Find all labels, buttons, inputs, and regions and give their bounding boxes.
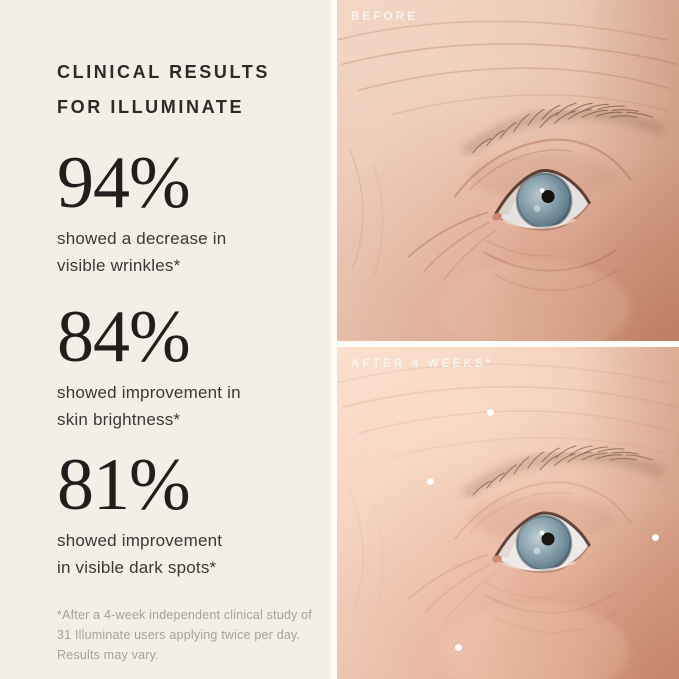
page-title-line1: CLINICAL RESULTS (57, 62, 270, 82)
stat-caption-wrinkles-line2: visible wrinkles* (57, 256, 181, 275)
before-photo: BEFORE (337, 0, 679, 341)
stat-caption-dark-spots-line1: showed improvement (57, 531, 223, 550)
stat-caption-wrinkles-line1: showed a decrease in (57, 229, 227, 248)
footnote-line1: *After a 4-week independent clinical stu… (57, 608, 312, 622)
marker-dot (652, 534, 659, 541)
stat-caption-brightness: showed improvement in skin brightness* (57, 379, 305, 433)
marker-dot (455, 644, 462, 651)
stat-caption-brightness-line2: skin brightness* (57, 410, 181, 429)
marker-dot (427, 478, 434, 485)
stat-caption-dark-spots: showed improvement in visible dark spots* (57, 527, 305, 581)
footnote: *After a 4-week independent clinical stu… (57, 605, 312, 665)
stat-value-brightness: 84% (57, 296, 191, 378)
footnote-line3: Results may vary. (57, 648, 159, 662)
after-eye-photo (337, 347, 679, 679)
marker-dot (487, 409, 494, 416)
before-label: BEFORE (351, 11, 419, 23)
page-title-line2: FOR ILLUMINATE (57, 97, 245, 117)
stat-brightness: 84% showed improvement in skin brightness… (57, 299, 305, 433)
stat-value-wrinkles: 94% (57, 142, 191, 224)
results-panel: CLINICAL RESULTS FOR ILLUMINATE 94% showe… (0, 0, 331, 679)
photo-column: BEFORE AFTER 4 WEEKS* (331, 0, 679, 679)
stat-wrinkles: 94% showed a decrease in visible wrinkles… (57, 145, 305, 279)
page-title: CLINICAL RESULTS FOR ILLUMINATE (57, 55, 305, 125)
before-eye-photo (337, 0, 679, 341)
stat-caption-wrinkles: showed a decrease in visible wrinkles* (57, 225, 305, 279)
after-label: AFTER 4 WEEKS* (351, 358, 494, 370)
after-photo: AFTER 4 WEEKS* (337, 347, 679, 679)
footnote-line2: 31 Illuminate users applying twice per d… (57, 628, 301, 642)
stat-value-dark-spots: 81% (57, 444, 191, 526)
stat-dark-spots: 81% showed improvement in visible dark sp… (57, 447, 305, 581)
stat-caption-brightness-line1: showed improvement in (57, 383, 241, 402)
stat-caption-dark-spots-line2: in visible dark spots* (57, 558, 217, 577)
